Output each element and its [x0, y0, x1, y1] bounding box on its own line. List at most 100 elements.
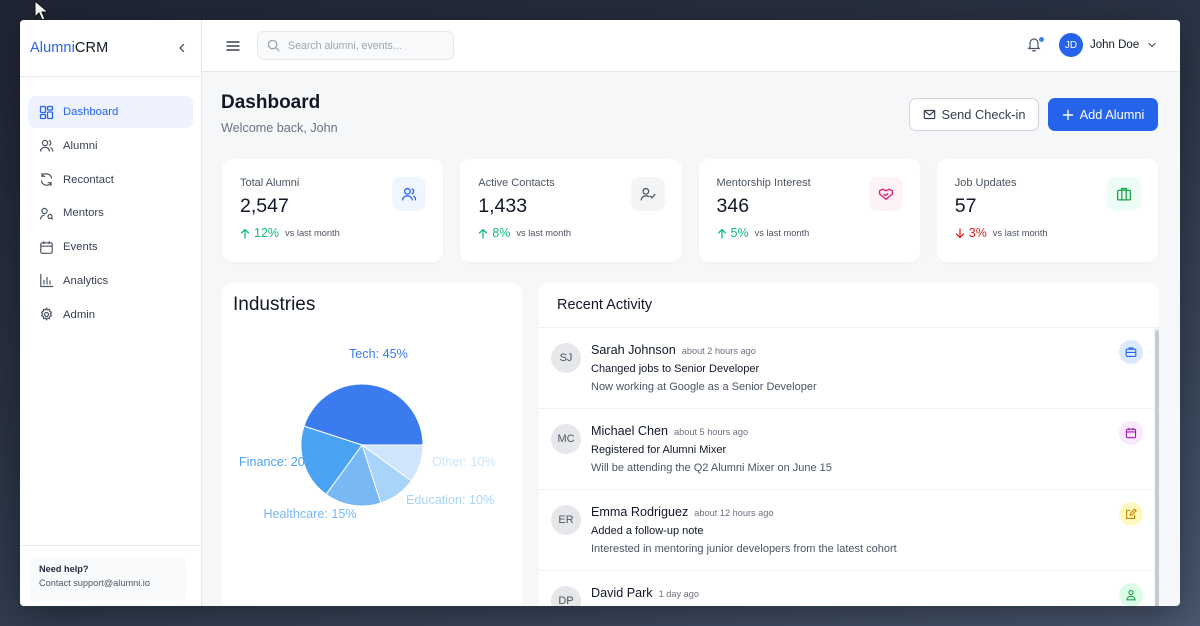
activity-user-name[interactable]: Emma Rodriguez	[591, 505, 689, 519]
help-contact-link[interactable]: Contact support@alumni.io	[39, 578, 150, 588]
mentor-icon	[1126, 590, 1136, 601]
pie-label-healthcare: Healthcare: 15%	[263, 507, 356, 521]
edit-icon	[1126, 508, 1137, 519]
sidebar-item-alumni[interactable]: Alumni	[28, 130, 193, 162]
activity-user-name[interactable]: Michael Chen	[591, 424, 669, 438]
pie-label-tech: Tech: 45%	[349, 347, 408, 361]
briefcase-icon	[1116, 187, 1132, 201]
app-logo[interactable]: AlumniCRM	[30, 40, 108, 56]
pie-slice-healthcare[interactable]	[325, 443, 382, 507]
activity-time: about 5 hours ago	[674, 427, 749, 437]
stat-icon	[1107, 177, 1141, 211]
activity-title: Registered for Alumni Mixer	[591, 444, 727, 456]
arrow-up-icon	[240, 228, 250, 239]
activity-item[interactable]: ER Emma Rodriguez about 12 hours ago Adde…	[539, 490, 1159, 571]
stat-label: Job Updates	[954, 177, 1017, 189]
sidebar-item-label: Analytics	[63, 274, 109, 287]
activity-item[interactable]: MC Michael Chen about 5 hours ago Registe…	[539, 409, 1159, 490]
activity-list: SJ Sarah Johnson about 2 hours ago Change…	[539, 328, 1159, 606]
sidebar-item-dashboard[interactable]: Dashboard	[28, 96, 193, 128]
sidebar: AlumniCRM Dashboard Alumni Recontact Men…	[20, 20, 202, 606]
activity-user: Emma Rodriguez about 12 hours ago	[591, 505, 773, 519]
activity-description: Interested in mentoring junior developer…	[591, 543, 897, 555]
sidebar-item-label: Dashboard	[63, 106, 119, 118]
arrow-down-icon	[955, 227, 964, 238]
arrow-up-icon	[717, 228, 726, 239]
plus-icon	[1062, 109, 1074, 121]
activity-type-badge	[1119, 502, 1143, 526]
stat-icon	[392, 177, 427, 211]
add-alumni-label: Add Alumni	[1079, 107, 1145, 122]
activity-description: Will be attending the Q2 Alumni Mixer on…	[591, 462, 832, 474]
activity-type-badge	[1119, 583, 1143, 606]
activity-scrollbar[interactable]	[1154, 328, 1159, 606]
pie-label-education: Education: 10%	[406, 493, 494, 507]
activity-time: about 12 hours ago	[694, 508, 774, 518]
trend-caption: vs last month	[285, 228, 340, 238]
chevron-down-icon	[1148, 42, 1156, 48]
user-menu[interactable]: JD John Doe	[1059, 33, 1157, 57]
recent-activity-title: Recent Activity	[539, 283, 1159, 328]
menu-button[interactable]	[224, 37, 242, 55]
stat-value: 57	[954, 195, 977, 217]
pie-slice-tech[interactable]	[303, 383, 424, 446]
mentor-icon	[38, 205, 54, 221]
collapse-sidebar-button[interactable]	[173, 39, 191, 57]
pie-label-finance: Finance: 20%	[239, 455, 316, 469]
help-box: Need help? Contact support@alumni.io	[30, 558, 187, 602]
activity-description: Now working at Google as a Senior Develo…	[591, 381, 817, 393]
recent-activity-card: Recent Activity SJ Sarah Johnson about 2 …	[539, 283, 1159, 606]
avatar: MC	[551, 424, 581, 454]
chart-icon	[38, 273, 54, 289]
stat-value: 1,433	[478, 195, 528, 217]
stat-trend: 3% vs last month	[955, 226, 1140, 240]
stat-label: Active Contacts	[478, 177, 555, 189]
notifications-button[interactable]	[1026, 36, 1044, 54]
mouse-cursor-icon	[34, 0, 50, 21]
sidebar-item-label: Admin	[63, 308, 96, 321]
sidebar-item-mentors[interactable]: Mentors	[28, 197, 193, 229]
stat-card-mentorship-interest[interactable]: Mentorship Interest 346 5% vs last month	[698, 159, 920, 262]
sidebar-item-label: Mentors	[63, 207, 104, 220]
pie-slice-finance[interactable]	[300, 425, 363, 496]
avatar: DP	[551, 586, 581, 606]
send-checkin-button[interactable]: Send Check-in	[909, 98, 1039, 131]
avatar: ER	[551, 505, 581, 535]
send-checkin-label: Send Check-in	[941, 107, 1026, 122]
search-icon	[267, 39, 280, 52]
search-input[interactable]	[288, 39, 438, 52]
trend-caption: vs last month	[754, 228, 810, 238]
users-icon	[402, 187, 417, 201]
stat-value: 346	[716, 195, 750, 217]
topbar: JD John Doe	[202, 20, 1180, 72]
industries-pie-chart: Tech: 45% Other: 10% Education: 10% Healthc…	[239, 347, 496, 521]
stat-card-job-updates[interactable]: Job Updates 57 3% vs last month	[936, 159, 1158, 262]
trend-value: 12%	[254, 226, 280, 240]
activity-type-badge	[1119, 340, 1143, 364]
sidebar-item-analytics[interactable]: Analytics	[28, 265, 193, 297]
activity-user-name[interactable]: Sarah Johnson	[591, 343, 676, 357]
activity-item[interactable]: SJ Sarah Johnson about 2 hours ago Change…	[539, 328, 1159, 409]
scrollbar-thumb[interactable]	[1155, 330, 1159, 606]
stats-row: Total Alumni 2,547 12% vs last month Act…	[222, 159, 1158, 262]
add-alumni-button[interactable]: Add Alumni	[1048, 98, 1158, 131]
sidebar-divider	[20, 545, 201, 546]
sidebar-item-label: Alumni	[63, 139, 98, 152]
trend-caption: vs last month	[516, 228, 572, 238]
activity-user-name[interactable]: David Park	[591, 586, 653, 600]
refresh-icon	[38, 172, 54, 188]
stat-trend: 5% vs last month	[717, 226, 902, 240]
page-subtitle: Welcome back, John	[221, 121, 338, 135]
sidebar-item-label: Events	[63, 241, 98, 254]
stat-card-active-contacts[interactable]: Active Contacts 1,433 8% vs last month	[460, 159, 682, 262]
sidebar-item-admin[interactable]: Admin	[28, 299, 193, 331]
sidebar-item-recontact[interactable]: Recontact	[28, 164, 193, 196]
dashboard-icon	[38, 104, 54, 120]
mail-icon	[923, 108, 936, 121]
stat-card-total-alumni[interactable]: Total Alumni 2,547 12% vs last month	[222, 159, 444, 262]
sidebar-item-events[interactable]: Events	[28, 231, 193, 263]
stat-label: Total Alumni	[240, 177, 300, 189]
trend-caption: vs last month	[992, 228, 1048, 238]
avatar: SJ	[551, 343, 581, 373]
activity-item[interactable]: DP David Park 1 day ago	[539, 571, 1159, 606]
